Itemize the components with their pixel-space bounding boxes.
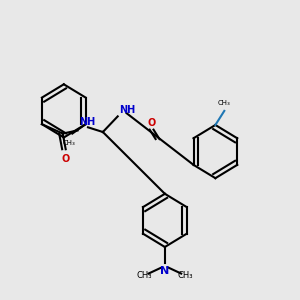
Text: CH₃: CH₃ [218,100,231,106]
Text: NH: NH [119,105,136,115]
Text: NH: NH [79,117,95,127]
Text: CH₃: CH₃ [136,271,152,280]
Text: N: N [160,266,170,276]
Text: CH₃: CH₃ [63,140,76,146]
Text: CH₃: CH₃ [178,271,194,280]
Text: O: O [147,118,155,128]
Text: O: O [61,154,70,164]
